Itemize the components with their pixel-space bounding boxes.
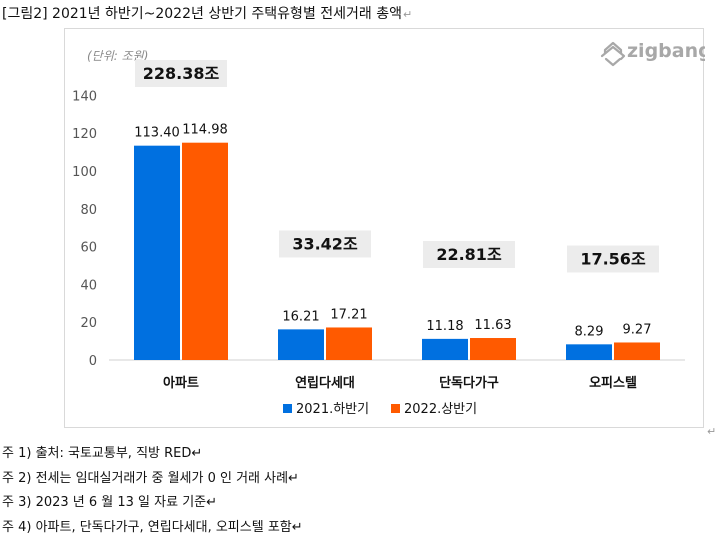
zigbang-logo-text: zigbang [627, 40, 705, 62]
footnote: 주 1) 출처: 국토교통부, 직방 RED↵ [2, 442, 303, 467]
x-tick-label: 연립다세대 [295, 375, 355, 391]
bar [278, 329, 324, 360]
document-title-text: [그림2] 2021년 하반기~2022년 상반기 주택유형별 전세거래 총액 [2, 6, 402, 22]
data-label: 16.21 [282, 309, 319, 324]
total-label: 17.56조 [580, 249, 646, 268]
y-tick-label: 20 [80, 316, 97, 331]
footnote: 주 4) 아파트, 단독다가구, 연립다세대, 오피스텔 포함↵ [2, 516, 303, 540]
total-label: 22.81조 [436, 245, 502, 264]
zigbang-logo-icon [602, 43, 624, 65]
y-tick-label: 0 [89, 354, 97, 369]
zigbang-logo: zigbang [602, 40, 705, 65]
total-label: 33.42조 [292, 234, 358, 253]
y-tick-label: 140 [72, 89, 97, 104]
total-label: 228.38조 [143, 64, 220, 83]
x-tick-label: 오피스텔 [589, 376, 637, 391]
data-label: 11.18 [426, 319, 463, 334]
data-label: 113.40 [134, 126, 180, 141]
bar [566, 344, 612, 360]
end-mark-icon: ↵ [707, 425, 716, 438]
bar [422, 339, 468, 360]
x-tick-label: 아파트 [163, 375, 199, 391]
footnotes: 주 1) 출처: 국토교통부, 직방 RED↵ 주 2) 전세는 임대실거래가 … [2, 442, 303, 540]
y-tick-label: 120 [72, 127, 97, 142]
data-label: 9.27 [623, 322, 652, 337]
x-tick-label: 단독다가구 [439, 375, 499, 391]
bar [614, 342, 660, 360]
footnote: 주 3) 2023 년 6 월 13 일 자료 기준↵ [2, 491, 303, 516]
y-tick-label: 80 [80, 203, 97, 218]
legend-label: 2021.하반기 [296, 402, 369, 417]
bar [182, 143, 228, 360]
document-title: [그림2] 2021년 하반기~2022년 상반기 주택유형별 전세거래 총액↵ [2, 3, 412, 23]
data-label: 17.21 [330, 307, 367, 322]
legend: 2021.하반기 2022.상반기 [283, 402, 477, 417]
bar [134, 146, 180, 360]
footnote: 주 2) 전세는 임대실거래가 중 월세가 0 인 거래 사례↵ [2, 467, 303, 492]
data-label: 114.98 [182, 123, 228, 138]
data-label: 11.63 [474, 318, 511, 333]
legend-label: 2022.상반기 [404, 402, 477, 417]
bar [470, 338, 516, 360]
legend-swatch [283, 404, 292, 413]
y-tick-label: 100 [72, 165, 97, 180]
y-tick-label: 40 [80, 278, 97, 293]
bar [326, 327, 372, 360]
y-tick-label: 60 [80, 241, 97, 256]
legend-swatch [391, 404, 400, 413]
data-label: 8.29 [575, 324, 604, 339]
paragraph-mark-icon: ↵ [403, 8, 412, 21]
